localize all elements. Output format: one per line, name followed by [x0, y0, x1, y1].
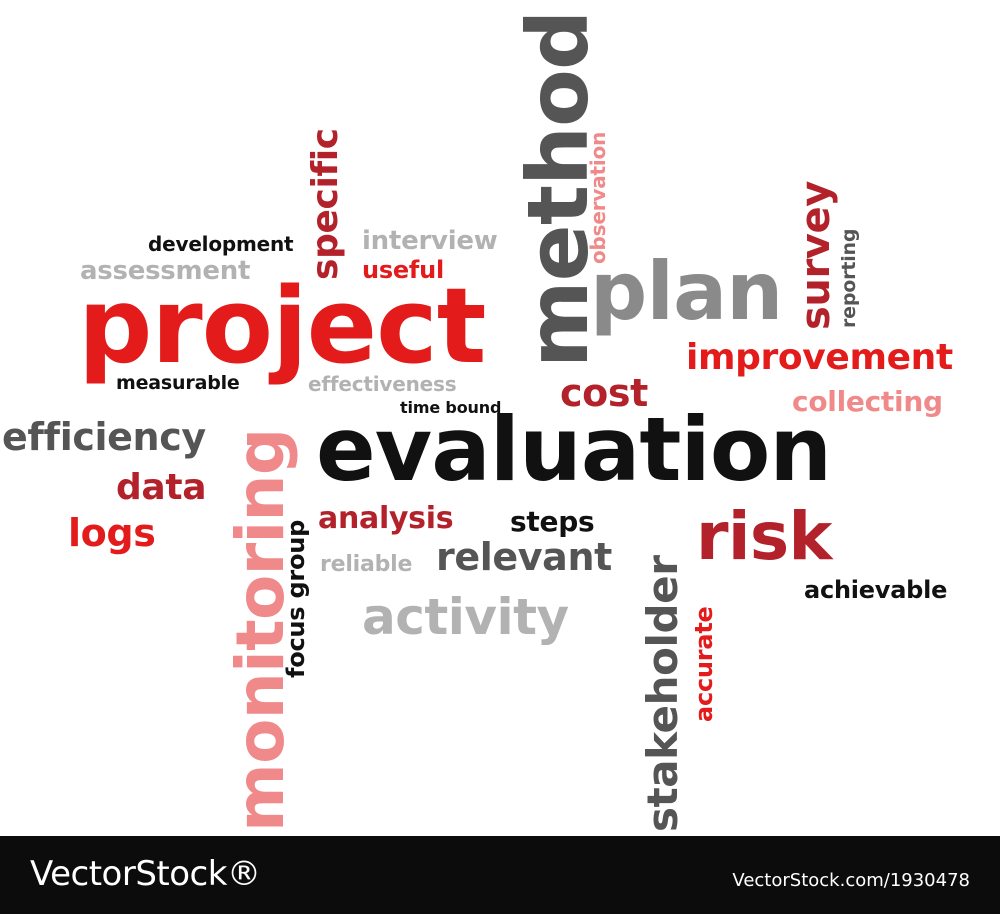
stock-id-text: VectorStock.com/1930478: [732, 870, 970, 891]
word-observation: observation: [586, 131, 610, 264]
word-efficiency: efficiency: [2, 415, 206, 459]
word-steps: steps: [510, 505, 595, 538]
word-development: development: [148, 232, 294, 256]
word-measurable: measurable: [116, 372, 240, 394]
word-effectiveness: effectiveness: [308, 372, 457, 396]
word-data: data: [116, 467, 207, 508]
word-evaluation: evaluation: [316, 398, 832, 501]
word-analysis: analysis: [318, 501, 454, 536]
word-achievable: achievable: [804, 576, 948, 604]
word-focus-group: focus group: [282, 519, 310, 678]
word-useful: useful: [362, 256, 444, 284]
word-accurate: accurate: [690, 606, 718, 722]
word-collecting: collecting: [792, 385, 943, 418]
word-cloud: project evaluation plan risk activity re…: [2, 11, 953, 832]
word-logs: logs: [68, 511, 156, 555]
word-activity: activity: [362, 588, 569, 646]
word-specific: specific: [305, 128, 346, 280]
word-reporting: reporting: [838, 228, 860, 328]
word-plan: plan: [590, 245, 783, 338]
brand-logo-text: VectorStock®: [30, 854, 261, 894]
word-stakeholder: stakeholder: [638, 555, 687, 832]
word-survey: survey: [793, 181, 839, 330]
word-relevant: relevant: [436, 535, 612, 579]
word-reliable: reliable: [320, 552, 413, 577]
word-project: project: [78, 265, 486, 387]
word-cost: cost: [560, 371, 648, 415]
footer-banner: VectorStock® VectorStock.com/1930478: [0, 836, 1000, 914]
word-assessment: assessment: [80, 256, 251, 286]
word-risk: risk: [696, 498, 832, 575]
word-improvement: improvement: [686, 337, 953, 378]
word-time-bound: time bound: [400, 398, 502, 417]
word-interview: interview: [362, 226, 498, 256]
